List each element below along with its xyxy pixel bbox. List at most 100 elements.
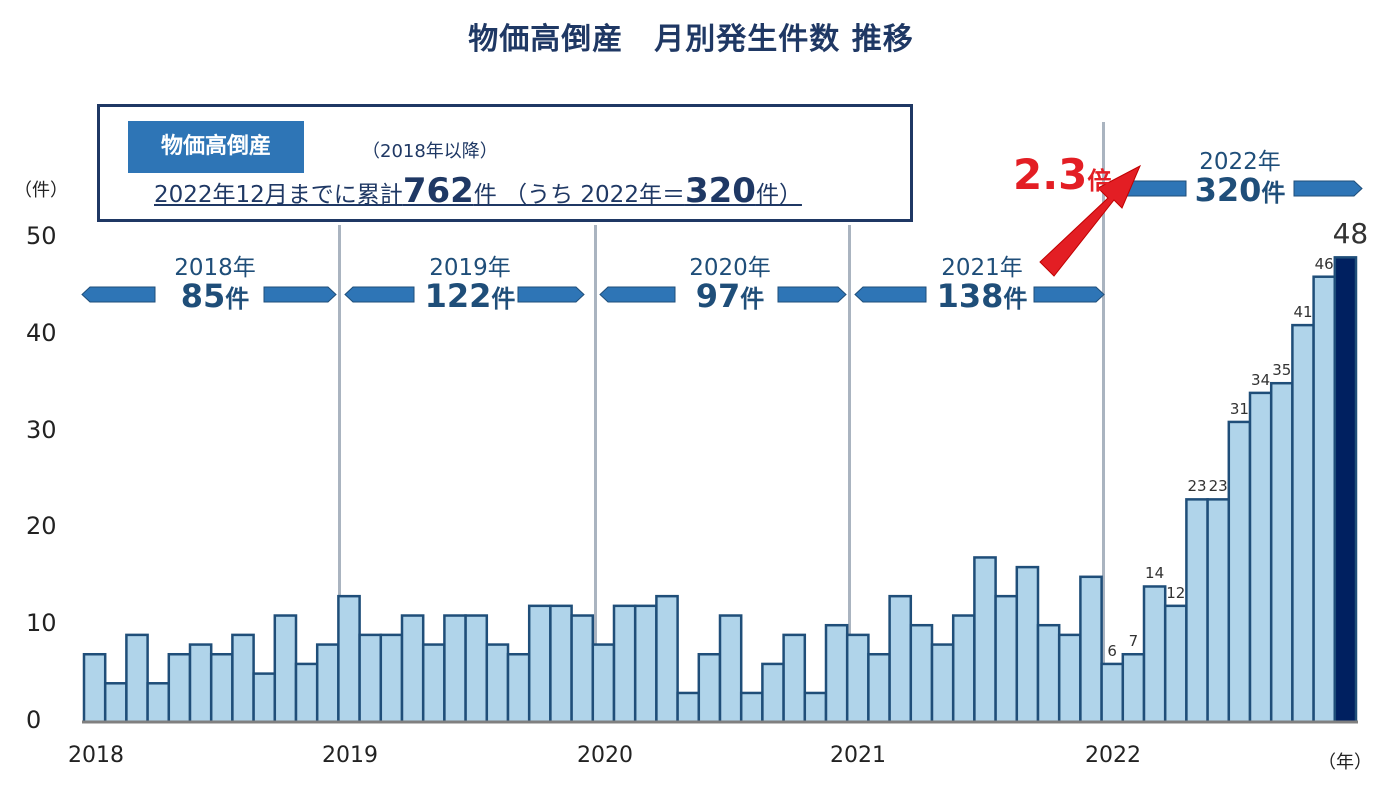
year-summary-2020: 2020年 97件 — [689, 255, 771, 316]
bar — [485, 643, 510, 724]
bar — [273, 614, 298, 724]
growth-multiplier: 2.3倍 — [1013, 150, 1112, 199]
bar — [1100, 662, 1125, 724]
year-summary-2022: 2022年 320件 — [1194, 149, 1286, 210]
summary-total-2022: 320 — [684, 171, 756, 211]
y-tick-label: 10 — [26, 609, 57, 638]
summary-mid: 件 （うち 2022年＝ — [473, 182, 685, 208]
bar — [527, 604, 552, 724]
year-range-arrow — [81, 286, 156, 303]
year-divider — [338, 225, 341, 710]
bar — [591, 643, 616, 724]
year-divider — [848, 225, 851, 710]
x-tick-label: 2018 — [68, 743, 124, 768]
bar — [103, 682, 128, 724]
bar — [1057, 633, 1082, 724]
bar — [845, 633, 870, 724]
bar — [1269, 381, 1294, 724]
bar — [909, 623, 934, 724]
bar — [1312, 275, 1337, 724]
bar — [421, 643, 446, 724]
bar — [718, 614, 743, 724]
growth-arrow-icon — [1039, 164, 1142, 277]
bar — [400, 614, 425, 724]
y-tick-label: 30 — [26, 415, 57, 444]
x-tick-label: 2022 — [1085, 743, 1141, 768]
data-label: 35 — [1272, 361, 1292, 380]
bar — [1333, 256, 1358, 724]
bar — [973, 556, 997, 724]
bar — [951, 614, 976, 724]
summary-tag: 物価高倒産 — [128, 121, 304, 173]
bar — [82, 652, 107, 724]
bar — [167, 652, 192, 724]
bar — [761, 662, 785, 724]
summary-total: 762 — [402, 171, 474, 211]
bar — [655, 594, 679, 724]
bar — [739, 691, 764, 724]
bar — [1142, 585, 1167, 724]
bar — [231, 633, 255, 724]
data-label: 7 — [1128, 632, 1139, 651]
bar — [1291, 323, 1315, 724]
year-range-arrow — [777, 286, 847, 303]
bar — [697, 652, 722, 724]
bar — [1227, 420, 1252, 724]
bar — [570, 614, 595, 724]
bar — [1185, 498, 1209, 724]
summary-since: （2018年以降） — [362, 141, 498, 162]
y-tick-label: 40 — [26, 318, 57, 347]
data-label: 23 — [1187, 477, 1207, 496]
bar — [358, 633, 383, 724]
x-tick-label: 2021 — [830, 743, 886, 768]
summary-box: 物価高倒産 （2018年以降） 2022年12月までに累計762件 （うち 20… — [97, 104, 913, 222]
bar — [1015, 565, 1040, 724]
data-label: 6 — [1107, 641, 1117, 660]
data-label: 23 — [1208, 477, 1228, 496]
bar — [824, 623, 849, 724]
year-summary-2021: 2021年 138件 — [936, 255, 1028, 316]
bar — [1036, 623, 1061, 724]
data-label: 14 — [1145, 564, 1165, 583]
summary-suffix: 件） — [755, 182, 802, 208]
bar — [1163, 604, 1188, 724]
bar — [146, 682, 171, 724]
year-summary-2018: 2018年 85件 — [174, 255, 256, 316]
year-divider — [594, 225, 597, 710]
year-range-arrow — [1123, 180, 1187, 197]
bar — [464, 614, 489, 724]
bar — [803, 691, 828, 724]
bar — [1121, 652, 1146, 724]
year-divider — [1102, 122, 1105, 710]
bar — [1248, 391, 1273, 724]
bar — [888, 594, 913, 724]
bar — [676, 691, 701, 724]
bar — [994, 594, 1019, 724]
bar — [782, 633, 807, 724]
bar — [294, 662, 319, 724]
chart-title: 物価高倒産 月別発生件数 推移 — [468, 22, 914, 57]
data-label: 12 — [1166, 583, 1186, 602]
year-summary-2019: 2019年 122件 — [424, 255, 516, 316]
year-range-arrow — [854, 286, 927, 303]
y-tick-label: 0 — [26, 706, 42, 734]
x-axis-unit: （年） — [1318, 752, 1372, 773]
bar — [867, 652, 891, 724]
bar — [209, 652, 234, 724]
data-label: 34 — [1251, 370, 1271, 389]
bar — [633, 604, 658, 724]
y-tick-label: 50 — [26, 222, 57, 250]
year-range-arrow — [344, 286, 415, 303]
data-label: 46 — [1314, 254, 1334, 273]
bar — [443, 614, 467, 724]
year-range-arrow — [1033, 286, 1105, 303]
data-label: 41 — [1293, 303, 1313, 322]
y-axis-unit: （件） — [14, 180, 68, 201]
year-range-arrow — [517, 286, 585, 303]
year-range-arrow — [263, 286, 337, 303]
bar — [930, 643, 955, 724]
bar — [315, 643, 340, 724]
data-label: 48 — [1332, 217, 1369, 251]
bar — [379, 633, 404, 724]
